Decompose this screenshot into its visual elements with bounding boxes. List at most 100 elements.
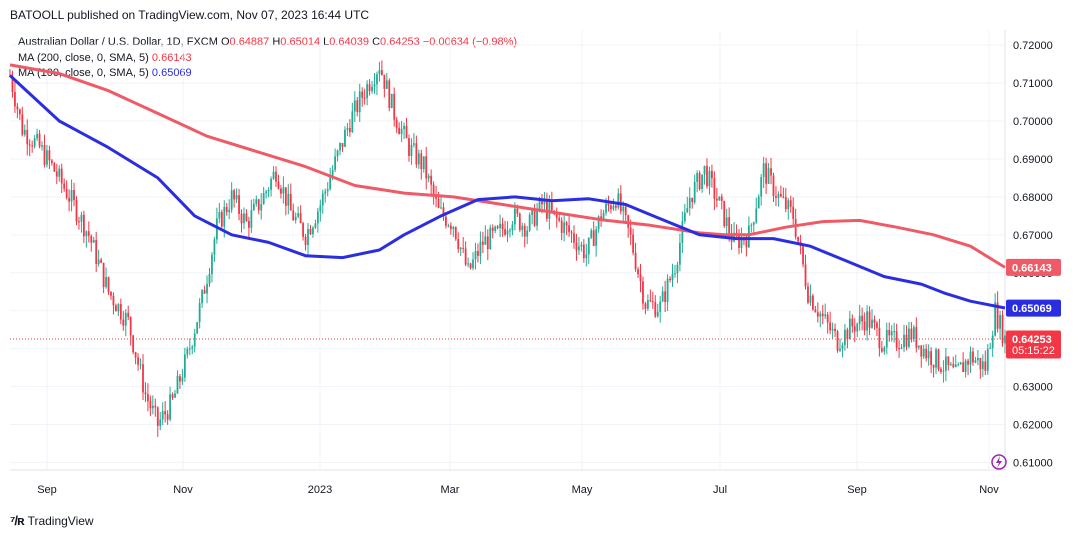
candle: [674, 264, 676, 278]
candle-body: [454, 227, 457, 240]
candle-body: [85, 231, 88, 237]
candle-body: [445, 216, 447, 226]
candle: [117, 303, 120, 316]
candle-body: [149, 401, 152, 409]
candle: [75, 196, 78, 226]
candle-body: [484, 236, 487, 245]
candle-body: [760, 177, 763, 197]
candle: [592, 221, 595, 247]
candle-body: [937, 349, 940, 370]
candle: [156, 406, 159, 437]
candle: [373, 73, 376, 94]
candle: [765, 157, 768, 194]
candle-body: [679, 242, 681, 265]
candle-body: [164, 411, 167, 415]
candle-body: [575, 242, 578, 251]
candle-body: [90, 235, 93, 243]
candle-body: [944, 356, 947, 371]
candle-body: [669, 278, 671, 281]
candle: [501, 217, 504, 237]
candle-body: [36, 133, 38, 139]
candle: [644, 301, 647, 315]
candle: [915, 317, 918, 353]
candle: [196, 321, 199, 335]
candle: [949, 361, 952, 366]
candle: [139, 358, 142, 370]
candle: [787, 198, 790, 220]
x-tick-label: 2023: [308, 484, 332, 496]
candle: [41, 141, 43, 151]
candle: [134, 351, 137, 365]
candle: [474, 242, 477, 270]
candle-body: [558, 217, 561, 221]
candle-body: [804, 264, 807, 287]
candle-body: [390, 93, 393, 108]
candle-body: [368, 84, 371, 92]
candle-body: [821, 313, 824, 317]
candle-body: [752, 222, 755, 225]
candle: [713, 171, 716, 211]
candle: [304, 233, 307, 251]
candle-body: [659, 301, 662, 312]
candle-body: [784, 196, 787, 210]
candle: [100, 257, 103, 264]
candle-body: [949, 364, 952, 366]
candle-body: [336, 150, 339, 157]
candle-body: [400, 129, 403, 135]
candle: [994, 293, 997, 337]
candle-body: [464, 248, 467, 265]
candle: [102, 262, 105, 294]
candle-body: [122, 319, 125, 326]
candle: [467, 257, 469, 268]
candle: [321, 189, 324, 214]
candle: [518, 212, 521, 233]
candle: [957, 362, 960, 367]
candle-body: [196, 322, 199, 334]
candle: [708, 166, 711, 195]
candle-body: [612, 205, 615, 210]
candle-body: [58, 168, 61, 177]
candle-body: [962, 362, 965, 372]
candle-body: [247, 220, 250, 228]
candle-body: [856, 323, 859, 332]
candle: [533, 204, 536, 227]
candle-body: [693, 181, 696, 203]
candle-body: [637, 269, 639, 275]
candle: [996, 291, 999, 333]
candle-body: [639, 274, 642, 282]
candle: [656, 303, 659, 318]
candle-body: [201, 290, 204, 304]
candle: [169, 386, 171, 422]
candle: [681, 211, 684, 254]
candle-body: [974, 360, 977, 363]
candle: [183, 347, 186, 382]
candle-body: [294, 216, 297, 221]
candle-body: [876, 322, 878, 328]
candle-body: [60, 168, 63, 184]
candle: [967, 358, 969, 376]
candle: [824, 303, 827, 320]
candle-body: [252, 203, 255, 211]
candle: [341, 142, 344, 152]
candle: [868, 306, 871, 336]
candle-body: [686, 208, 689, 213]
candle: [247, 216, 250, 239]
candle-body: [977, 358, 979, 361]
candle-body: [124, 312, 127, 326]
candle: [159, 412, 162, 431]
candle: [225, 202, 228, 216]
candle: [420, 149, 423, 180]
candle-body: [767, 168, 770, 184]
candle: [16, 103, 19, 119]
candle-body: [218, 212, 221, 219]
candle: [661, 286, 664, 303]
candle: [770, 157, 772, 185]
candle-body: [718, 196, 721, 201]
candle-body: [260, 204, 263, 211]
candle: [272, 166, 275, 180]
y-tick-label: 0.63000: [1013, 382, 1053, 394]
candle-body: [348, 128, 351, 133]
candle-body: [979, 358, 982, 370]
candle: [927, 344, 930, 366]
